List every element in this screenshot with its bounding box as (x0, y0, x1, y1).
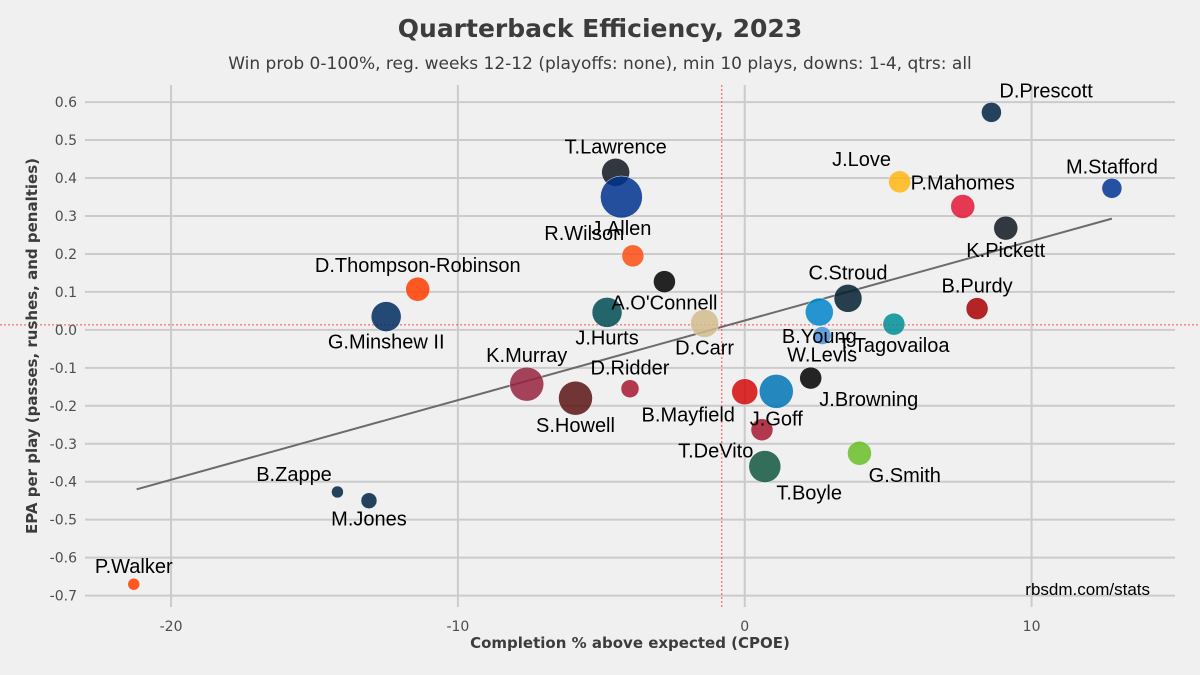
point-b-young (805, 297, 834, 327)
point-b-mayfield (731, 378, 758, 405)
label-c-stroud: C.Stroud (809, 262, 888, 284)
y-tick-label: 0.0 (55, 323, 77, 339)
y-tick-label: -0.6 (50, 551, 77, 567)
point-c-stroud (833, 284, 863, 313)
label-j-love: J.Love (832, 149, 891, 171)
label-j-hurts: J.Hurts (575, 327, 638, 349)
y-tick-label: 0.2 (55, 247, 77, 263)
label-g-minshew-ii: G.Minshew II (328, 332, 445, 354)
label-g-smith: G.Smith (869, 465, 941, 487)
y-axis-label: EPA per play (passes, rushes, and penalt… (23, 158, 41, 534)
label-t-devito: T.DeVito (678, 441, 753, 463)
label-d-ridder: D.Ridder (591, 358, 670, 380)
x-tick-labels: -20 -10 0 10 (160, 619, 1041, 635)
y-tick-label: -0.5 (50, 513, 77, 529)
label-b-mayfield: B.Mayfield (642, 405, 735, 427)
y-tick-label: -0.7 (50, 589, 77, 605)
label-d-thompson-robinson: D.Thompson-Robinson (315, 255, 521, 277)
point-b-zappe (331, 485, 344, 499)
label-p-mahomes: P.Mahomes (911, 172, 1015, 194)
point-s-howell (558, 380, 593, 416)
point-a-o-connell (653, 270, 676, 293)
point-k-murray (509, 366, 544, 402)
label-j-browning: J.Browning (819, 389, 918, 411)
y-tick-label: 0.4 (55, 171, 77, 187)
y-tick-labels: -0.7 -0.6 -0.5 -0.4 -0.3 -0.2 -0.1 0.0 0.1 0.2 0.3… (50, 95, 77, 605)
label-b-purdy: B.Purdy (942, 276, 1013, 298)
y-tick-label: 0.6 (55, 95, 77, 111)
point-b-purdy (965, 297, 989, 320)
label-s-howell: S.Howell (536, 415, 615, 437)
point-d-carr (690, 309, 719, 338)
y-tick-label: 0.5 (55, 133, 77, 149)
label-m-stafford: M.Stafford (1066, 156, 1158, 178)
label-r-wilson: R.Wilson (544, 223, 624, 245)
trend-line-group (136, 217, 1113, 491)
label-a-o-connell: A.O'Connell (611, 293, 717, 315)
y-gridlines (85, 101, 1175, 597)
label-j-goff: J.Goff (750, 408, 803, 430)
point-t-devito (750, 418, 774, 441)
label-t-lawrence: T.Lawrence (565, 136, 667, 158)
label-t-boyle: T.Boyle (776, 483, 842, 505)
y-tick-label: -0.2 (50, 399, 77, 415)
y-tick-label: -0.3 (50, 437, 77, 453)
point-p-walker (127, 577, 141, 591)
label-b-zappe: B.Zappe (256, 464, 332, 486)
label-d-carr: D.Carr (675, 337, 734, 359)
point-p-mahomes (950, 194, 975, 219)
point-k-pickett (993, 215, 1019, 241)
point-j-goff (759, 374, 794, 409)
x-tick-label: 0 (740, 619, 749, 635)
data-points (127, 102, 1123, 591)
chart-subtitle: Win prob 0-100%, reg. weeks 12-12 (playo… (228, 54, 972, 74)
label-p-walker: P.Walker (95, 556, 173, 578)
point-g-minshew-ii (370, 301, 402, 332)
point-d-thompson-robinson (405, 276, 430, 302)
point-j-hurts (591, 297, 623, 328)
point-j-allen (600, 175, 643, 219)
label-j-allen: J.Allen (591, 218, 651, 240)
point-m-jones (360, 492, 378, 509)
label-d-prescott: D.Prescott (999, 80, 1093, 102)
label-t-tagovailoa: T.Tagovailoa (838, 335, 950, 357)
label-k-pickett: K.Pickett (966, 240, 1045, 262)
y-tick-label: -0.4 (50, 475, 77, 491)
point-labels: D.Prescott M.Stafford J.Love P.Mahomes K.Pic… (95, 80, 1158, 578)
x-tick-label: -20 (160, 619, 183, 635)
credit-text: rbsdm.com/stats (1025, 580, 1150, 599)
point-d-ridder (620, 379, 640, 398)
point-m-stafford (1101, 178, 1123, 199)
x-axis-label: Completion % above expected (CPOE) (470, 634, 790, 652)
point-j-love (888, 170, 911, 194)
label-w-levis: W.Levis (787, 345, 857, 367)
label-k-murray: K.Murray (486, 345, 567, 367)
point-g-smith (847, 440, 872, 466)
y-tick-label: 0.3 (55, 209, 77, 225)
trend-line (136, 217, 1113, 491)
point-w-levis (812, 326, 832, 345)
point-r-wilson (621, 244, 645, 268)
y-tick-label: 0.1 (55, 285, 77, 301)
point-t-boyle (748, 450, 782, 483)
chart-title: Quarterback Efficiency, 2023 (397, 14, 803, 43)
point-t-tagovailoa (882, 312, 906, 336)
point-j-browning (799, 366, 822, 390)
label-m-jones: M.Jones (331, 509, 407, 531)
point-d-prescott (981, 102, 1002, 123)
label-b-young: B.Young (782, 326, 857, 348)
y-tick-label: -0.1 (50, 361, 77, 377)
x-tick-label: -10 (446, 619, 469, 635)
x-tick-label: 10 (1023, 619, 1041, 635)
